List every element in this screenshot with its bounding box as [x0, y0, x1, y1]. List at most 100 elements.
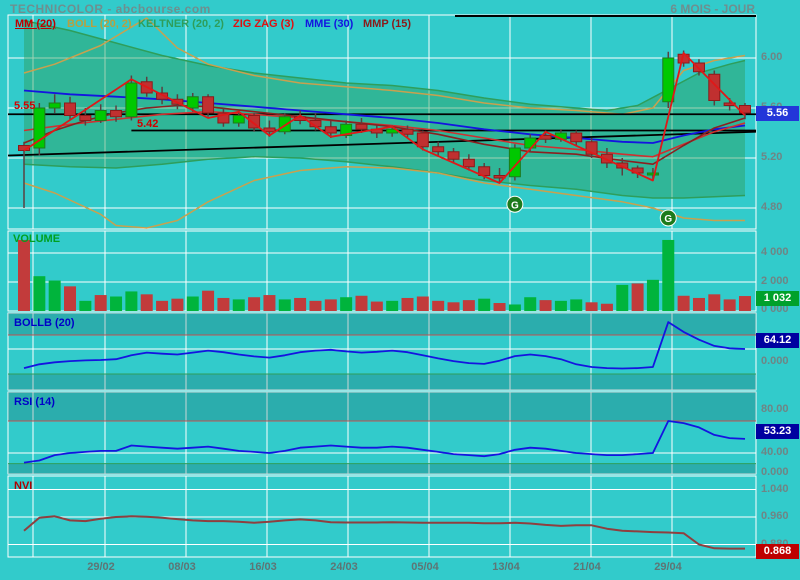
candle-body	[79, 115, 92, 121]
date-label: 13/04	[492, 561, 520, 573]
volume-bar	[125, 291, 138, 311]
candle-body	[401, 128, 414, 135]
candle-body	[94, 110, 107, 121]
price-axis-label: 6.00	[761, 51, 783, 63]
volume-axis-label: 2 000	[761, 275, 789, 287]
legend-item-zig-zag-3: ZIG ZAG (3)	[233, 18, 295, 30]
volume-bar	[79, 300, 92, 311]
volume-bar	[508, 304, 521, 311]
volume-bar	[662, 239, 675, 311]
header-underline	[455, 15, 756, 17]
candle-body	[125, 82, 138, 118]
candle-body	[462, 158, 475, 168]
rsi-axis-label: 80.00	[761, 403, 789, 416]
chart-title: TECHNICOLOR - abcbourse.com	[10, 2, 211, 16]
volume-badge: 1 032	[756, 291, 799, 306]
date-label: 05/04	[411, 561, 439, 573]
volume-bar	[677, 295, 690, 311]
candle-body	[432, 146, 445, 153]
volume-bar	[370, 301, 383, 311]
mme30-line	[23, 89, 746, 144]
price-axis-label: 5.20	[761, 151, 783, 163]
volume-bar	[447, 302, 460, 311]
volume-bar	[340, 297, 353, 311]
rsi-axis-label: 0.000	[761, 466, 789, 478]
nvi-panel-title: NVI	[14, 480, 33, 492]
volume-bar	[386, 300, 399, 311]
volume-bar	[708, 294, 721, 311]
bollb-series	[23, 321, 746, 370]
bollb-axis-label: 0.000	[761, 355, 789, 367]
volume-bar	[110, 296, 123, 311]
candle-body	[340, 123, 353, 136]
volume-bar	[278, 299, 291, 311]
candle-body	[248, 115, 261, 129]
bollinger-upper-line	[23, 17, 746, 116]
volume-bar	[401, 297, 414, 311]
svg-text:G: G	[511, 200, 519, 211]
volume-bar	[462, 300, 475, 311]
date-label: 29/02	[87, 561, 115, 573]
rsi-badge: 53.23	[756, 424, 799, 439]
candle-body	[708, 73, 721, 101]
candle-body	[416, 132, 429, 148]
volume-bar	[94, 295, 107, 311]
svg-text:G: G	[664, 214, 672, 225]
period-label: 6 MOIS - JOUR	[670, 2, 755, 16]
candle-body	[662, 57, 675, 103]
legend-item-boll-20-2: BOLL (20, 2)	[67, 18, 132, 30]
volume-bar	[723, 299, 736, 311]
date-label: 24/03	[330, 561, 358, 573]
volume-bar	[33, 276, 46, 311]
volume-bar	[140, 294, 153, 311]
volume-bar	[171, 298, 184, 311]
rsi-series	[23, 420, 746, 464]
volume-bar	[217, 297, 230, 311]
level-label-5.55: 5.55	[14, 100, 36, 112]
candle-body	[217, 112, 230, 124]
level-label-5.42: 5.42	[137, 118, 159, 130]
volume-bar	[570, 299, 583, 311]
volume-bar	[738, 296, 751, 311]
mm20-line	[23, 110, 746, 158]
volume-bar	[202, 290, 215, 311]
bollb-lower-zone	[8, 374, 756, 390]
candle-body	[324, 126, 337, 134]
volume-bar	[156, 300, 169, 311]
volume-bar	[18, 239, 30, 311]
date-label: 29/04	[654, 561, 682, 573]
main-plot-group[interactable]	[8, 17, 756, 229]
volume-bar	[692, 297, 705, 311]
volume-bar	[585, 302, 598, 311]
candle-body	[447, 151, 460, 160]
volume-bar	[232, 299, 245, 311]
volume-bar	[186, 296, 199, 311]
candle-body	[64, 102, 77, 116]
candle-body	[110, 110, 123, 118]
nvi-series	[23, 515, 745, 550]
candle-body	[48, 102, 61, 109]
trendline	[8, 130, 756, 157]
volume-bar	[294, 297, 307, 311]
candle-body	[600, 153, 613, 164]
bollb-upper-zone	[8, 313, 756, 335]
rsi-axis-label: 40.00	[761, 446, 789, 458]
main-panel-border	[7, 14, 757, 230]
candle-body	[232, 115, 245, 124]
candle-body	[202, 96, 215, 114]
volume-bar	[554, 300, 567, 311]
volume-bar	[355, 295, 368, 311]
legend-item-mme-30: MME (30)	[305, 18, 354, 30]
candle-body	[156, 92, 169, 100]
volume-axis-label: 0 000	[761, 303, 789, 315]
volume-panel-title: VOLUME	[13, 233, 61, 245]
nvi-badge: 0.868	[756, 544, 799, 559]
date-label: 21/04	[573, 561, 601, 573]
price-axis-label: 4.80	[761, 201, 783, 213]
bollb-panel-title: BOLLB (20)	[14, 317, 75, 329]
volume-bar	[493, 303, 506, 311]
legend-item-mmp-15: MMP (15)	[363, 18, 412, 30]
candle-body	[33, 107, 46, 149]
volume-axis-label: 4 000	[761, 246, 789, 258]
